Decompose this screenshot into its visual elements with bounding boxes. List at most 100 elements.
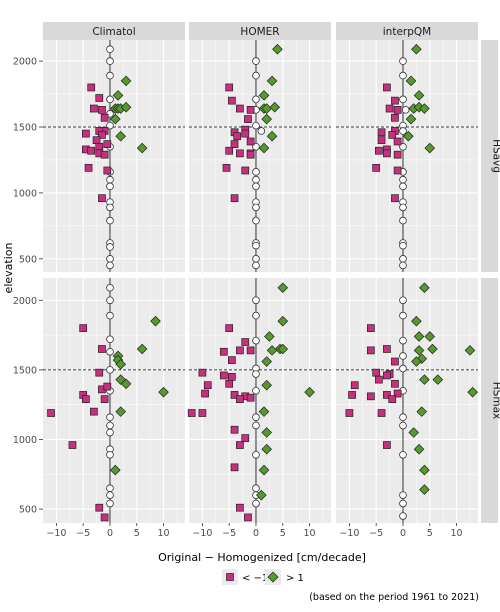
point-positive bbox=[413, 345, 425, 356]
point-positive bbox=[419, 374, 430, 385]
point-negative bbox=[350, 381, 359, 390]
point-negative bbox=[100, 513, 109, 522]
point-negative bbox=[230, 140, 239, 148]
row-label-HSmax: HSmax bbox=[491, 382, 500, 419]
point-neutral bbox=[252, 386, 260, 395]
point-negative bbox=[366, 346, 375, 355]
point-neutral bbox=[399, 175, 407, 184]
x-tick-label: 5 bbox=[134, 528, 140, 539]
point-negative bbox=[244, 115, 252, 123]
point-neutral bbox=[399, 261, 407, 270]
y-tick-label: 500 bbox=[19, 254, 37, 265]
point-negative bbox=[246, 106, 255, 114]
x-tick-label: 0 bbox=[253, 528, 259, 539]
point-neutral bbox=[106, 57, 114, 65]
point-negative bbox=[391, 113, 399, 122]
point-neutral bbox=[399, 71, 407, 80]
point-neutral bbox=[399, 216, 407, 225]
point-negative bbox=[198, 368, 207, 377]
x-tick-label: 10 bbox=[158, 528, 170, 539]
point-negative bbox=[246, 150, 255, 159]
point-negative bbox=[103, 166, 112, 175]
point-positive bbox=[120, 378, 132, 390]
point-negative bbox=[385, 104, 394, 113]
point-neutral bbox=[252, 57, 260, 65]
y-tick-label: 1500 bbox=[13, 365, 37, 376]
x-tick-label: −5 bbox=[369, 528, 383, 539]
point-negative bbox=[244, 513, 252, 522]
point-neutral bbox=[399, 336, 407, 345]
point-neutral bbox=[399, 450, 407, 459]
point-negative bbox=[383, 391, 391, 399]
x-tick-label: −10 bbox=[339, 528, 359, 539]
point-negative bbox=[241, 129, 250, 138]
point-positive bbox=[266, 130, 278, 142]
point-negative bbox=[198, 409, 207, 417]
y-tick-label: 1000 bbox=[13, 435, 37, 446]
point-negative bbox=[95, 94, 104, 102]
point-neutral bbox=[399, 95, 407, 104]
point-positive bbox=[419, 282, 430, 294]
point-positive bbox=[416, 406, 428, 417]
point-neutral bbox=[106, 491, 114, 499]
point-negative bbox=[236, 441, 244, 449]
x-tick-label: −5 bbox=[222, 528, 236, 539]
point-neutral bbox=[252, 182, 260, 191]
point-neutral bbox=[399, 352, 407, 360]
point-positive bbox=[464, 345, 476, 356]
panel-background bbox=[336, 278, 478, 523]
col-label-HOMER: HOMER bbox=[240, 26, 279, 38]
point-negative bbox=[388, 395, 397, 403]
point-neutral bbox=[252, 499, 260, 508]
point-negative bbox=[68, 441, 77, 449]
point-positive bbox=[264, 331, 275, 342]
point-neutral bbox=[399, 182, 407, 191]
point-neutral bbox=[106, 255, 114, 263]
point-negative bbox=[383, 83, 391, 92]
point-negative bbox=[225, 83, 234, 92]
point-positive bbox=[258, 142, 270, 154]
point-positive bbox=[403, 130, 414, 142]
point-neutral bbox=[106, 203, 114, 212]
point-positive bbox=[115, 406, 126, 417]
point-neutral bbox=[257, 127, 266, 135]
point-neutral bbox=[106, 216, 114, 225]
point-negative bbox=[230, 425, 239, 434]
point-positive bbox=[411, 356, 422, 367]
point-positive bbox=[419, 484, 430, 495]
chart-caption: (based on the period 1961 to 2021) bbox=[309, 592, 479, 603]
point-neutral bbox=[106, 296, 114, 305]
x-tick-label: 5 bbox=[427, 528, 433, 539]
y-tick-label: 1500 bbox=[13, 123, 37, 134]
point-negative bbox=[230, 463, 239, 472]
point-negative bbox=[95, 368, 104, 377]
point-neutral bbox=[399, 255, 407, 263]
panel-HSmax-interpQM bbox=[336, 278, 478, 523]
panel-HSavg-Climatol bbox=[43, 40, 185, 272]
point-negative bbox=[100, 113, 109, 122]
legend-key-positive bbox=[267, 571, 279, 583]
point-negative bbox=[230, 194, 239, 203]
point-negative bbox=[103, 382, 112, 391]
point-negative bbox=[375, 375, 383, 384]
point-negative bbox=[241, 434, 250, 442]
col-label-interpQM: interpQM bbox=[383, 26, 431, 38]
point-negative bbox=[391, 194, 399, 203]
point-negative bbox=[246, 346, 255, 355]
point-negative bbox=[90, 407, 98, 416]
point-neutral bbox=[106, 366, 114, 374]
point-positive bbox=[427, 343, 438, 355]
y-axis-title: elevation bbox=[2, 243, 15, 294]
point-neutral bbox=[399, 241, 407, 250]
point-positive bbox=[261, 427, 272, 438]
point-neutral bbox=[106, 484, 114, 492]
y-tick-label: 2000 bbox=[13, 296, 37, 307]
point-negative bbox=[393, 106, 402, 114]
point-positive bbox=[266, 75, 278, 87]
point-negative bbox=[383, 345, 391, 353]
point-positive bbox=[120, 101, 132, 113]
point-positive bbox=[432, 374, 444, 385]
point-positive bbox=[413, 90, 425, 101]
point-neutral bbox=[252, 95, 260, 104]
